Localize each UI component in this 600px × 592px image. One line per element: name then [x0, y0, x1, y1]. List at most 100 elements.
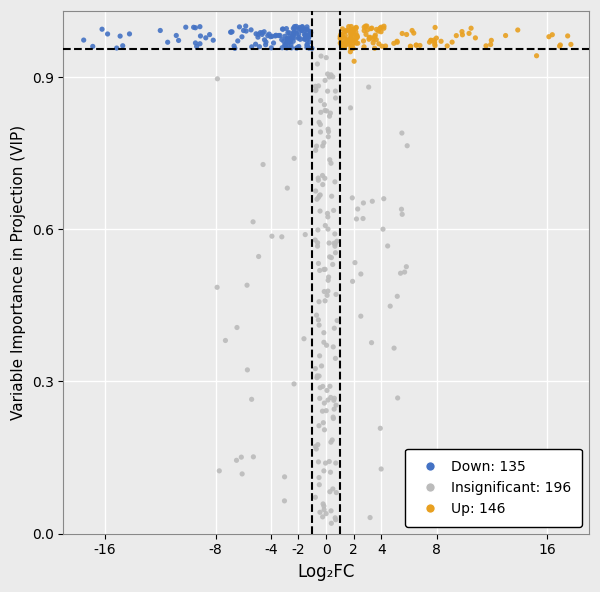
Point: [103, 29, 112, 38]
Point: [314, 315, 323, 324]
Point: [349, 44, 358, 53]
Point: [464, 28, 474, 38]
Point: [415, 41, 425, 50]
Point: [88, 41, 98, 51]
Point: [372, 25, 382, 34]
Point: [330, 177, 340, 186]
Point: [406, 41, 415, 51]
Point: [347, 43, 356, 53]
Point: [289, 33, 299, 43]
Point: [322, 291, 332, 300]
Point: [311, 82, 320, 91]
Point: [351, 38, 361, 48]
Point: [314, 192, 323, 202]
Point: [341, 40, 351, 50]
Point: [371, 35, 381, 44]
Point: [115, 31, 125, 41]
Point: [346, 31, 356, 40]
Point: [172, 31, 181, 40]
Point: [319, 287, 329, 296]
Point: [337, 30, 346, 39]
Point: [201, 33, 211, 43]
Point: [97, 24, 107, 34]
Point: [232, 456, 241, 465]
Point: [374, 27, 383, 36]
Point: [315, 394, 325, 403]
Point: [379, 24, 389, 33]
Point: [212, 74, 222, 83]
Point: [311, 364, 320, 374]
Point: [501, 31, 511, 40]
Point: [361, 21, 370, 31]
Point: [299, 334, 309, 343]
Point: [315, 191, 325, 200]
Point: [304, 43, 314, 53]
Point: [319, 501, 329, 511]
Point: [379, 194, 389, 204]
Point: [320, 100, 329, 110]
Point: [295, 118, 305, 127]
Point: [312, 373, 322, 382]
Point: [293, 34, 303, 43]
Point: [392, 37, 402, 46]
Point: [305, 37, 314, 47]
Point: [367, 23, 377, 33]
Point: [266, 32, 275, 41]
Point: [436, 37, 446, 46]
Point: [271, 31, 281, 40]
Point: [189, 22, 199, 32]
Point: [285, 31, 295, 41]
Point: [331, 239, 340, 249]
Point: [370, 30, 380, 40]
Point: [294, 29, 304, 38]
Point: [313, 242, 322, 251]
Point: [457, 27, 467, 36]
Point: [376, 423, 385, 433]
Point: [341, 27, 351, 36]
Point: [385, 301, 395, 311]
Point: [349, 25, 358, 35]
Point: [340, 43, 349, 52]
Point: [280, 40, 290, 50]
Point: [323, 132, 333, 141]
Point: [227, 27, 237, 37]
Point: [412, 40, 421, 50]
Point: [389, 38, 398, 48]
Point: [487, 36, 496, 45]
Point: [226, 27, 236, 37]
Point: [328, 413, 338, 422]
Point: [232, 323, 242, 332]
Point: [325, 155, 335, 165]
Point: [269, 38, 278, 48]
Point: [427, 36, 436, 45]
Point: [125, 29, 134, 38]
Point: [320, 398, 329, 408]
Point: [442, 41, 452, 51]
Point: [282, 43, 292, 53]
Point: [328, 484, 338, 494]
Point: [286, 33, 296, 43]
Point: [364, 34, 374, 44]
Point: [346, 28, 355, 38]
Point: [237, 32, 247, 41]
Point: [299, 34, 309, 44]
Point: [283, 36, 293, 45]
Point: [377, 41, 387, 51]
Point: [412, 40, 421, 50]
Point: [326, 468, 335, 477]
Point: [548, 30, 557, 40]
Point: [318, 512, 328, 522]
Point: [328, 342, 338, 352]
Point: [406, 42, 415, 52]
Point: [359, 26, 369, 36]
Point: [329, 323, 339, 333]
Point: [396, 269, 406, 278]
Point: [311, 493, 320, 502]
Point: [235, 22, 244, 31]
Point: [155, 25, 165, 35]
Point: [318, 382, 328, 391]
Point: [340, 38, 349, 48]
Point: [281, 24, 291, 33]
Point: [331, 353, 340, 363]
Point: [316, 190, 325, 200]
